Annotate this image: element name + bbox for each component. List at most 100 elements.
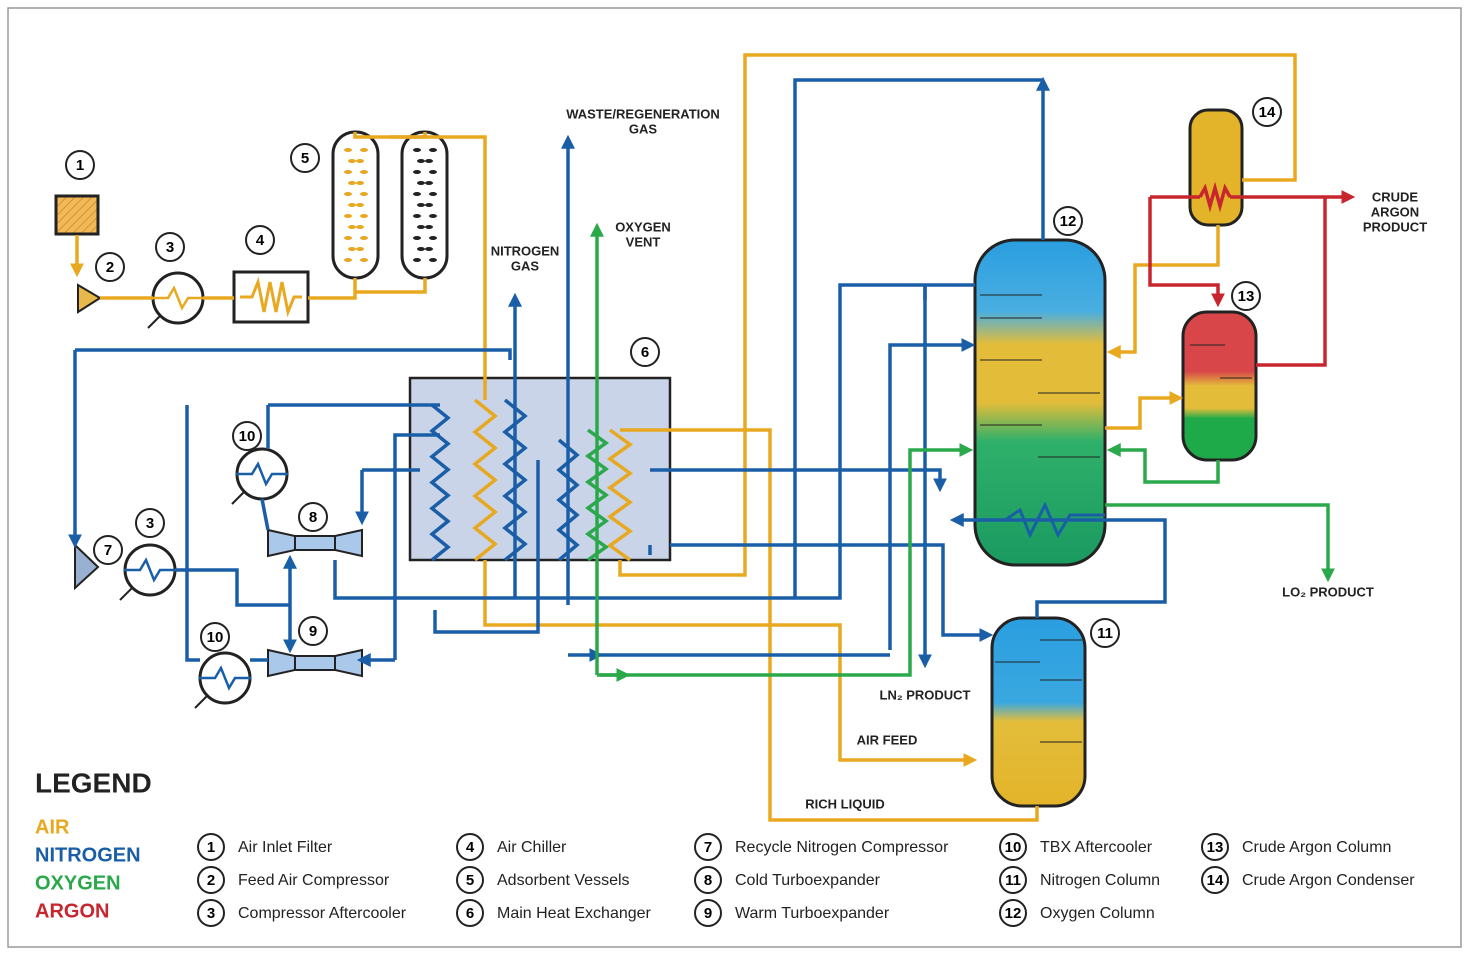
callout-number: 13 — [1238, 288, 1255, 305]
stream-label: VENT — [626, 234, 661, 249]
pipe — [670, 545, 988, 635]
adsorbent-dot — [360, 170, 368, 174]
process-diagram: 1234567310810911121314 WASTE/REGENERATIO… — [0, 0, 1469, 955]
adsorbent-dot — [425, 247, 433, 251]
legend-label: Oxygen Column — [1040, 905, 1155, 922]
cold-turboexpander — [268, 530, 362, 556]
adsorbent-dot — [417, 181, 425, 185]
stream-label: CRUDE — [1372, 189, 1419, 204]
callout-number: 6 — [641, 344, 649, 361]
pipe — [187, 405, 200, 660]
adsorbent-dot — [356, 159, 364, 163]
adsorbent-dot — [344, 170, 352, 174]
adsorbent-dot — [356, 181, 364, 185]
callout-number: 8 — [309, 509, 317, 526]
stream-label: LO₂ PRODUCT — [1282, 584, 1374, 599]
stream-label: LN₂ PRODUCT — [880, 687, 971, 702]
legend-title: LEGEND — [35, 767, 152, 798]
pipe — [890, 345, 970, 650]
legend-label: Compressor Aftercooler — [238, 905, 407, 922]
stream-label: AIR FEED — [857, 732, 918, 747]
legend-number: 12 — [1005, 905, 1022, 922]
crude-argon-column — [1183, 312, 1256, 460]
adsorbent-dot — [344, 148, 352, 152]
adsorbent-dot — [356, 225, 364, 229]
feed-compressor — [78, 285, 100, 312]
adsorbent-dot — [413, 192, 421, 196]
stream-label: RICH LIQUID — [805, 796, 884, 811]
legend-label: Crude Argon Column — [1242, 839, 1391, 856]
legend-stream: AIR — [35, 816, 70, 838]
adsorbent-dot — [425, 225, 433, 229]
adsorbent-dot — [413, 148, 421, 152]
legend-number: 9 — [704, 905, 712, 922]
callout-number: 10 — [239, 428, 256, 445]
legend-number: 7 — [704, 839, 712, 856]
pipe — [75, 350, 510, 360]
callout-number: 7 — [104, 542, 112, 559]
stream-label: GAS — [629, 121, 658, 136]
adsorbent-dot — [425, 203, 433, 207]
stream-label: NITROGEN — [491, 243, 560, 258]
warm-turboexpander — [268, 650, 362, 676]
cooler-arrow — [195, 696, 207, 708]
callout-number: 2 — [106, 259, 114, 276]
legend-label: Air Inlet Filter — [238, 839, 333, 856]
legend-label: Air Chiller — [497, 839, 567, 856]
adsorbent-dot — [429, 192, 437, 196]
stream-label: GAS — [511, 258, 540, 273]
stream-label: WASTE/REGENERATION — [566, 106, 720, 121]
pipe — [1105, 398, 1178, 428]
crude-argon-condenser — [1190, 110, 1242, 225]
adsorbent-dot — [413, 214, 421, 218]
adsorbent-dot — [425, 159, 433, 163]
cooler-arrow — [148, 316, 160, 328]
stream-label: ARGON — [1371, 204, 1419, 219]
adsorbent-dot — [348, 159, 356, 163]
adsorbent-dot — [360, 148, 368, 152]
air-filter — [56, 196, 98, 234]
adsorbent-dot — [360, 258, 368, 262]
legend-label: Adsorbent Vessels — [497, 872, 630, 889]
legend-number: 6 — [466, 905, 474, 922]
callout-number: 3 — [166, 239, 174, 256]
adsorbent-dot — [417, 203, 425, 207]
callout-number: 14 — [1259, 104, 1276, 121]
legend-label: Crude Argon Condenser — [1242, 872, 1415, 889]
callout-number: 4 — [256, 232, 265, 249]
legend-number: 11 — [1005, 872, 1021, 889]
pipes — [75, 55, 1350, 820]
callout-number: 9 — [309, 623, 317, 640]
legend-stream: OXYGEN — [35, 872, 121, 894]
legend-number: 5 — [466, 872, 474, 889]
adsorbent-dot — [344, 192, 352, 196]
legend-number: 14 — [1207, 872, 1224, 889]
callout-number: 5 — [301, 150, 309, 167]
legend-label: Main Heat Exchanger — [497, 905, 652, 922]
stream-label: OXYGEN — [615, 219, 671, 234]
legend-label: Cold Turboexpander — [735, 872, 881, 889]
legend-label: Feed Air Compressor — [238, 872, 390, 889]
callout-number: 11 — [1097, 625, 1113, 642]
legend-number: 8 — [704, 872, 712, 889]
adsorbent-dot — [417, 159, 425, 163]
adsorbent-dot — [429, 214, 437, 218]
cooler-arrow — [120, 588, 132, 600]
adsorbent-dot — [348, 247, 356, 251]
pipe — [175, 570, 290, 605]
adsorbent-dot — [417, 247, 425, 251]
adsorbent-dot — [413, 170, 421, 174]
adsorbent-dot — [344, 236, 352, 240]
pipe — [355, 278, 425, 292]
adsorbent-dot — [413, 258, 421, 262]
callout-number: 3 — [146, 515, 154, 532]
pipe — [1105, 505, 1328, 577]
legend-number: 4 — [466, 839, 475, 856]
legend-stream: ARGON — [35, 900, 109, 922]
legend-label: Warm Turboexpander — [735, 905, 890, 922]
adsorbent-dot — [429, 170, 437, 174]
adsorbent-dot — [429, 258, 437, 262]
adsorbent-dot — [425, 181, 433, 185]
adsorbent-dot — [356, 203, 364, 207]
callout-number: 12 — [1060, 213, 1077, 230]
